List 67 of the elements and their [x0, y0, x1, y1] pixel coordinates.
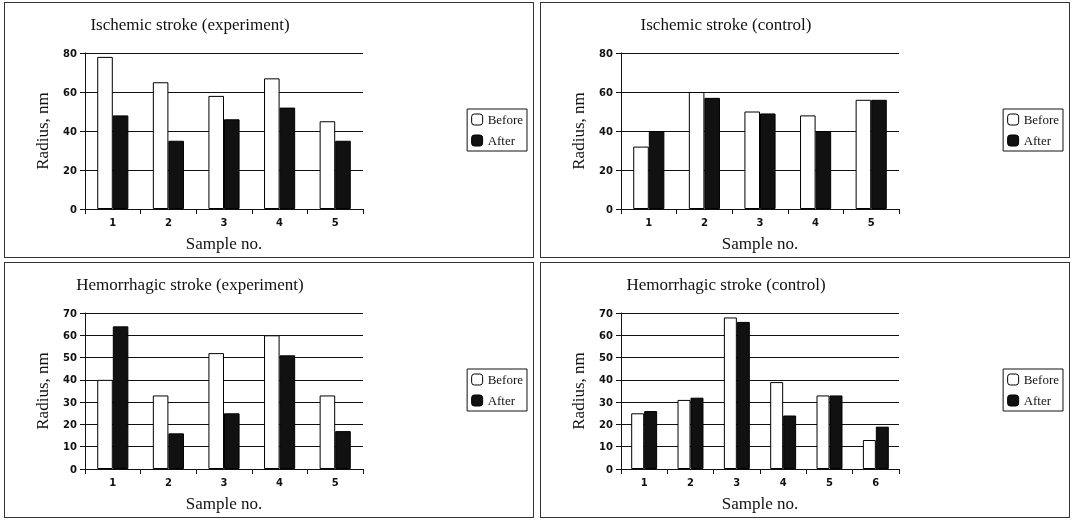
y-tick-label: 80	[599, 47, 614, 59]
x-tick-label: 3	[220, 476, 228, 488]
x-tick-label: 2	[164, 216, 172, 228]
x-tick-label: 3	[220, 216, 228, 228]
y-tick-label: 30	[599, 396, 614, 408]
x-axis-title: Sample no.	[721, 234, 799, 253]
legend-label: After	[487, 393, 516, 408]
chart-title: Hemorrhagic stroke (experiment)	[76, 275, 304, 294]
y-tick-label: 60	[599, 329, 614, 341]
legend-label: Before	[1023, 112, 1060, 127]
y-axis-title: Radius, nm	[569, 92, 588, 170]
chart-title: Hemorrhagic stroke (control)	[626, 275, 826, 294]
x-tick-label: 2	[700, 216, 708, 228]
x-tick-label: 5	[826, 476, 834, 488]
x-tick-label: 5	[331, 476, 339, 488]
chart-title: Ischemic stroke (experiment)	[90, 15, 290, 34]
y-tick-label: 20	[599, 418, 614, 430]
x-tick-label: 4	[779, 476, 787, 488]
x-tick-label: 2	[164, 476, 172, 488]
legend-label: After	[1023, 133, 1052, 148]
y-tick-label: 70	[599, 307, 614, 319]
x-axis-title: Sample no.	[185, 494, 263, 513]
y-axis-title: Radius, nm	[33, 92, 52, 170]
legend-label: Before	[487, 372, 524, 387]
y-tick-label: 40	[63, 125, 78, 137]
x-tick-label: 5	[867, 216, 875, 228]
x-tick-label: 1	[109, 476, 117, 488]
x-tick-label: 3	[756, 216, 764, 228]
x-tick-label: 2	[687, 476, 695, 488]
y-tick-label: 60	[63, 86, 78, 98]
y-tick-label: 60	[63, 329, 78, 341]
y-tick-label: 0	[606, 463, 614, 475]
x-tick-label: 1	[645, 216, 653, 228]
y-tick-label: 50	[599, 352, 614, 364]
legend-label: After	[487, 133, 516, 148]
y-tick-label: 80	[63, 47, 78, 59]
y-tick-label: 40	[599, 374, 614, 386]
legend-label: Before	[1023, 372, 1060, 387]
y-tick-label: 10	[599, 441, 614, 453]
y-axis-title: Radius, nm	[569, 352, 588, 430]
y-tick-label: 20	[63, 418, 78, 430]
y-axis-title: Radius, nm	[33, 352, 52, 430]
x-tick-label: 1	[640, 476, 648, 488]
y-tick-label: 0	[606, 203, 614, 215]
x-tick-label: 5	[331, 216, 339, 228]
x-axis-title: Sample no.	[185, 234, 263, 253]
x-tick-label: 4	[812, 216, 820, 228]
y-tick-label: 0	[70, 463, 78, 475]
x-tick-label: 4	[276, 216, 284, 228]
y-tick-label: 10	[63, 441, 78, 453]
legend-label: After	[1023, 393, 1052, 408]
y-tick-label: 20	[63, 164, 78, 176]
x-tick-label: 4	[276, 476, 284, 488]
x-tick-label: 6	[872, 476, 880, 488]
y-tick-label: 40	[599, 125, 614, 137]
y-tick-label: 20	[599, 164, 614, 176]
y-tick-label: 70	[63, 307, 78, 319]
x-tick-label: 1	[109, 216, 117, 228]
x-axis-title: Sample no.	[721, 494, 799, 513]
y-tick-label: 0	[70, 203, 78, 215]
y-tick-label: 50	[63, 352, 78, 364]
chart-title: Ischemic stroke (control)	[640, 15, 812, 34]
x-tick-label: 3	[733, 476, 741, 488]
y-tick-label: 30	[63, 396, 78, 408]
y-tick-label: 40	[63, 374, 78, 386]
y-tick-label: 60	[599, 86, 614, 98]
legend-label: Before	[487, 112, 524, 127]
